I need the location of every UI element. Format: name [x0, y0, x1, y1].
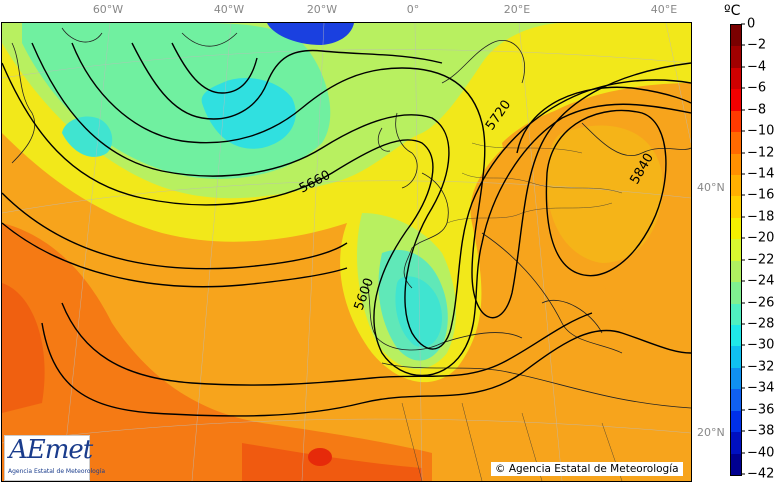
- colorbar-segment: [731, 67, 741, 90]
- lat-label-20n: 20°N: [697, 426, 725, 439]
- colorbar-tick-label: −16: [741, 189, 774, 202]
- colorbar-tick-label: −28: [741, 318, 774, 331]
- colorbar-tick-label: −8: [741, 103, 766, 116]
- borders: [401, 142, 623, 481]
- cold-core-cyan: [201, 78, 296, 149]
- temperature-map: 5660 5720 5840 5600: [1, 22, 692, 482]
- graticule: [2, 23, 691, 481]
- colorbar-ticks: 0 −2 −4 −6 −8 −10 −12 −14 −16 −18 −20 −22 −24 −26 −28 −…: [741, 18, 775, 481]
- colorbar-tick-label: −24: [741, 275, 774, 288]
- warm-zone-south: [2, 223, 432, 481]
- colorbar-tick-label: −18: [741, 210, 774, 223]
- lon-label-60w: 60°W: [92, 3, 124, 16]
- lon-label-40w: 40°W: [213, 3, 245, 16]
- lon-label-20e: 20°E: [503, 3, 531, 16]
- colorbar-segment: [731, 46, 741, 69]
- colorbar-segment: [731, 196, 741, 219]
- colorbar-segment: [731, 410, 741, 433]
- colorbar-segment: [731, 432, 741, 455]
- colorbar-segment: [731, 153, 741, 176]
- colorbar-segment: [731, 239, 741, 262]
- colorbar-segment: [731, 89, 741, 112]
- lon-label-0: 0°: [406, 3, 420, 16]
- warm-zone-west: [2, 283, 45, 413]
- geopotential-contours: [2, 42, 691, 417]
- colorbar-segment: [731, 260, 741, 283]
- colorbar-tick-label: −6: [741, 82, 766, 95]
- lon-label-40e: 40°E: [650, 3, 678, 16]
- colorbar-tick-label: −36: [741, 403, 774, 416]
- colorbar-tick-label: −10: [741, 125, 774, 138]
- colorbar-segment: [731, 282, 741, 305]
- aemet-logo: AEmet Agencia Estatal de Meteorología: [4, 435, 105, 481]
- colorbar-tick-label: −30: [741, 339, 774, 352]
- logo-text: AEmet: [9, 435, 93, 465]
- colorbar-tick-label: 0: [741, 18, 755, 31]
- colorbar-tick-label: −20: [741, 232, 774, 245]
- colorbar-tick-label: −42: [741, 468, 774, 481]
- warm-ridge-core: [547, 125, 663, 263]
- lat-label-40n: 40°N: [697, 181, 725, 194]
- trough-core: [395, 276, 442, 348]
- colorbar-segment: [731, 453, 741, 476]
- colorbar-segment: [731, 217, 741, 240]
- warm-zone-africa: [242, 443, 422, 481]
- cold-core-blue: [267, 23, 354, 45]
- colorbar-segment: [731, 303, 741, 326]
- unit-label: ºC: [724, 3, 741, 19]
- colorbar-tick-label: −4: [741, 60, 766, 73]
- hot-spot: [308, 448, 332, 466]
- copyright-notice: © Agencia Estatal de Meteorología: [491, 462, 683, 476]
- colorbar-tick-label: −26: [741, 296, 774, 309]
- colorbar-tick-label: −14: [741, 168, 774, 181]
- colorbar-tick-label: −38: [741, 425, 774, 438]
- colorbar-tick-label: −40: [741, 446, 774, 459]
- colorbar-segment: [731, 25, 741, 47]
- colorbar-segment: [731, 325, 741, 347]
- colorbar-segment: [731, 389, 741, 412]
- colorbar-segment: [731, 132, 741, 155]
- cold-spot-west: [62, 116, 113, 157]
- colorbar-segment: [731, 110, 741, 133]
- colorbar-tick-label: −34: [741, 382, 774, 395]
- map-canvas: 5660 5720 5840 5600: [2, 23, 691, 481]
- colorbar-segment: [731, 346, 741, 369]
- lon-label-20w: 20°W: [306, 3, 338, 16]
- colorbar-tick-label: −2: [741, 39, 766, 52]
- temperature-colorbar: [730, 24, 742, 476]
- colorbar-tick-label: −22: [741, 253, 774, 266]
- colorbar-segment: [731, 367, 741, 390]
- coastlines: [11, 27, 691, 409]
- colorbar-tick-label: −32: [741, 360, 774, 373]
- colorbar-tick-label: −12: [741, 146, 774, 159]
- logo-subtitle: Agencia Estatal de Meteorología: [8, 468, 105, 475]
- colorbar-segment: [731, 175, 741, 197]
